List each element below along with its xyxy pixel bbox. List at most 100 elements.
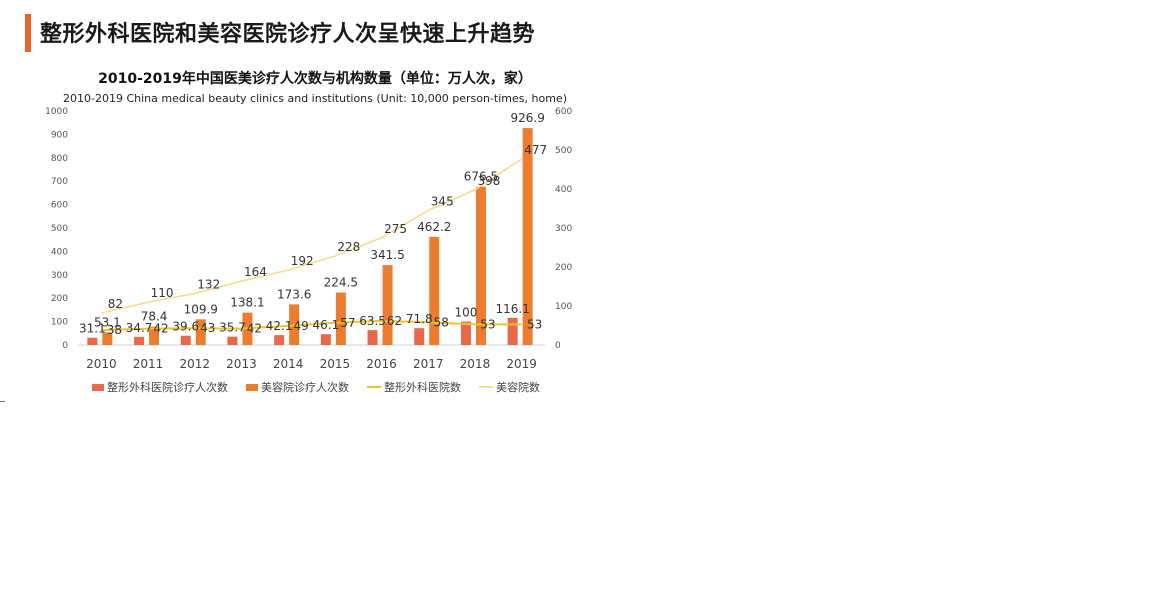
legend-swatch-beauty-count [479,386,493,388]
data-label: 46.1 [312,318,339,332]
x-axis-category-label: 2016 [366,357,397,371]
data-label: 110 [151,286,174,300]
left-axis-tick: 700 [51,177,68,187]
x-axis-category-label: 2019 [506,357,537,371]
legend-item-plastic-count: 整形外科医院数 [367,379,461,395]
bar [460,321,471,345]
bar [195,319,206,345]
left-axis-tick: 300 [51,271,68,281]
data-label: 132 [197,278,220,292]
bar [522,128,533,345]
chart-area: 0 100 200 300 400 500 600 700 800 900 1000 0 100 200 3… [45,107,572,371]
x-axis-category-label: 2015 [320,357,351,371]
data-label: 109.9 [184,302,218,316]
data-label: 341.5 [370,248,404,262]
left-axis-tick: 100 [51,318,68,328]
data-label: 192 [291,254,314,268]
right-axis-tick: 0 [555,341,561,351]
x-axis-category-label: 2013 [226,357,257,371]
bar [335,292,346,345]
line-series [101,319,522,332]
data-label: 398 [477,174,500,188]
legend-label-beauty-count: 美容院数 [496,381,540,394]
data-label: 116.1 [495,302,529,316]
data-label: 53.1 [94,316,121,330]
legend-swatch-plastic-visits [92,383,104,391]
data-label: 164 [244,265,267,279]
bar [134,336,145,345]
data-label: 53 [527,317,542,331]
data-label: 477 [524,143,547,157]
bar [414,328,425,345]
legend-swatch-beauty-visits [246,383,258,391]
right-axis-tick: 300 [555,224,572,234]
data-label: 43 [200,321,215,335]
x-axis-category-label: 2011 [133,357,164,371]
chart-subtitle: 2010-2019 China medical beauty clinics a… [63,92,567,105]
chart-legend: 整形外科医院诊疗人次数 美容院诊疗人次数 整形外科医院数 美容院数 [92,379,540,395]
data-label: 275 [384,222,407,236]
left-axis-tick: 0 [62,341,68,351]
bar [227,336,238,345]
bar [87,337,98,345]
legend-swatch-plastic-count [367,386,381,388]
left-axis-tick: 1000 [45,107,68,117]
right-axis-tick: 100 [555,302,572,312]
bar [382,265,393,345]
data-label: 49 [294,319,309,333]
x-axis-category-label: 2017 [413,357,444,371]
data-label: 57 [340,316,355,330]
data-label: 35.7 [219,321,246,335]
bar [102,332,113,345]
bar [149,326,160,345]
left-axis-tick: 200 [51,294,68,304]
legend-item-beauty-count: 美容院数 [479,379,540,395]
data-label: 38 [107,323,122,337]
x-axis-category-label: 2010 [86,357,117,371]
bar [274,335,285,345]
data-label: 71.8 [406,312,433,326]
right-axis-tick: 500 [555,146,572,156]
data-label: 224.5 [324,275,358,289]
data-label: 100 [454,306,477,320]
bar [320,334,331,345]
page-title: 整形外科医院和美容医院诊疗人次呈快速上升趋势 [40,22,536,47]
chart-title: 2010-2019年中国医美诊疗人次数与机构数量（单位：万人次，家） [98,71,532,87]
legend-label-plastic-count: 整形外科医院数 [384,381,461,394]
left-axis-tick: 900 [51,130,68,140]
legend-item-beauty-visits: 美容院诊疗人次数 [246,379,349,395]
bar [367,330,378,345]
data-label: 138.1 [230,296,264,310]
data-label: 39.6 [172,320,199,334]
data-label: 173.6 [277,287,311,301]
data-label: 676.5 [464,170,498,184]
data-label: 53 [480,317,495,331]
title-accent-bar [25,14,31,52]
edge-dash [0,401,5,402]
data-label: 34.7 [126,321,153,335]
data-label: 31.1 [79,322,106,336]
data-label: 926.9 [510,111,544,125]
bar [180,335,191,345]
right-axis-tick: 400 [555,185,572,195]
data-label: 42 [247,322,262,336]
data-label: 228 [337,240,360,254]
right-axis-tick: 200 [555,263,572,273]
bar [507,317,518,345]
x-axis-category-label: 2014 [273,357,304,371]
left-axis-tick: 800 [51,154,68,164]
data-label: 78.4 [141,310,168,324]
left-axis-tick: 400 [51,247,68,257]
data-label: 42 [153,322,168,336]
data-label: 62 [387,314,402,328]
right-axis-tick: 600 [555,107,572,117]
left-axis-tick: 600 [51,201,68,211]
x-axis-category-label: 2012 [179,357,210,371]
bar [475,186,486,345]
legend-label-beauty-visits: 美容院诊疗人次数 [261,381,349,394]
left-axis-tick: 500 [51,224,68,234]
data-label: 58 [434,315,449,329]
legend-item-plastic-visits: 整形外科医院诊疗人次数 [92,379,228,395]
data-label: 462.2 [417,220,451,234]
bar [429,236,440,345]
